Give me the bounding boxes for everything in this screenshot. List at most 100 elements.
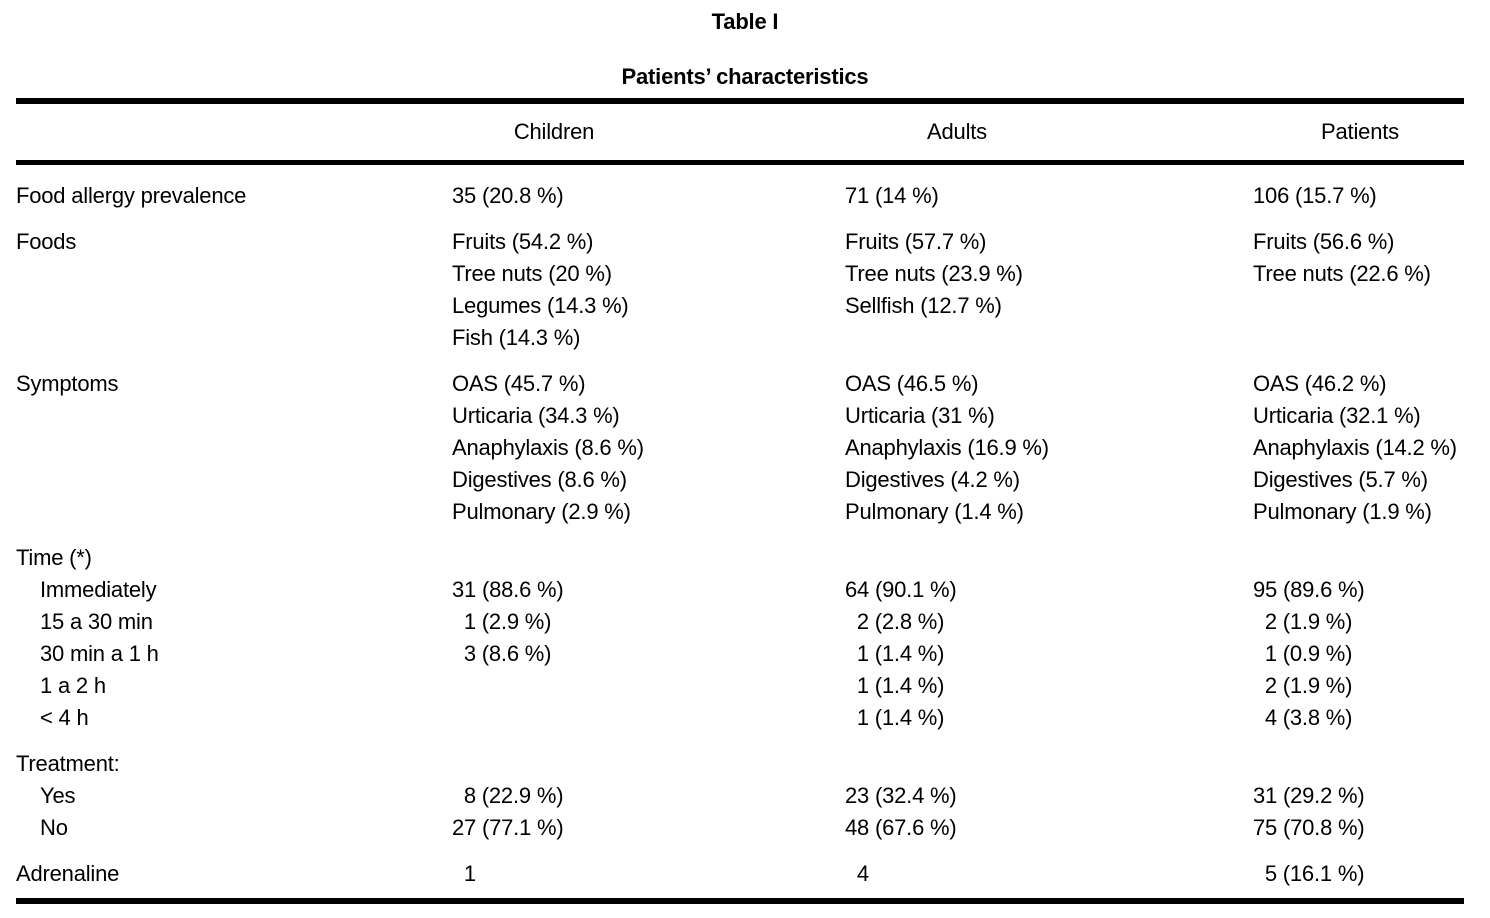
cell-children: 1	[452, 861, 476, 886]
table-row: Fish (14.3 %)	[0, 322, 1490, 354]
row-label: 1 a 2 h	[40, 673, 106, 698]
cell-patients: 106 (15.7 %)	[1253, 183, 1377, 208]
cell-patients: Fruits (56.6 %)	[1253, 229, 1395, 254]
cell-adults	[845, 542, 1253, 574]
top-rule	[16, 98, 1464, 104]
cell-children: Digestives (8.6 %)	[452, 467, 627, 492]
row-label	[16, 258, 452, 290]
cell-adults: Fruits (57.7 %)	[845, 229, 987, 254]
row-label: 30 min a 1 h	[40, 641, 159, 666]
row-label	[16, 496, 452, 528]
cell-children: Fish (14.3 %)	[452, 325, 581, 350]
table-section: Time (*) Immediately 31 (88.6 %) 64 (90.1 %…	[0, 542, 1490, 734]
row-label	[16, 322, 452, 354]
cell-patients: Urticaria (32.1 %)	[1253, 403, 1421, 428]
cell-children: Legumes (14.3 %)	[452, 293, 629, 318]
cell-patients	[1253, 322, 1472, 354]
cell-children: Fruits (54.2 %)	[452, 229, 594, 254]
cell-patients	[1253, 542, 1472, 574]
table-section: Foods Fruits (54.2 %) Fruits (57.7 %) Fruit…	[0, 226, 1490, 354]
table-row: Tree nuts (20 %) Tree nuts (23.9 %) Tree n…	[0, 258, 1490, 290]
table-row: Yes 8 (22.9 %) 23 (32.4 %) 31 (29.2 %)	[0, 780, 1490, 812]
cell-adults: 71 (14 %)	[845, 183, 939, 208]
row-label: Symptoms	[16, 371, 119, 396]
table-section: Adrenaline 1 4 5 (16.1 %)	[0, 858, 1490, 890]
table-row: Symptoms OAS (45.7 %) OAS (46.5 %) OAS (46.…	[0, 368, 1490, 400]
cell-adults: 1 (1.4 %)	[845, 673, 945, 698]
column-header-row: Children Adults Patients	[0, 104, 1490, 160]
table-row: Treatment:	[0, 748, 1490, 780]
cell-patients: Pulmonary (1.9 %)	[1253, 499, 1432, 524]
cell-adults: OAS (46.5 %)	[845, 371, 979, 396]
cell-patients: 75 (70.8 %)	[1253, 815, 1365, 840]
cell-patients: 2 (1.9 %)	[1253, 673, 1353, 698]
cell-patients: 95 (89.6 %)	[1253, 577, 1365, 602]
cell-adults: 1 (1.4 %)	[845, 705, 945, 730]
cell-patients	[1253, 748, 1472, 780]
cell-patients: OAS (46.2 %)	[1253, 371, 1387, 396]
row-label: Immediately	[40, 577, 157, 602]
row-label	[16, 400, 452, 432]
cell-adults: 64 (90.1 %)	[845, 577, 957, 602]
row-label: Foods	[16, 229, 77, 254]
cell-patients: Tree nuts (22.6 %)	[1253, 261, 1431, 286]
cell-adults: 23 (32.4 %)	[845, 783, 957, 808]
row-label: Treatment:	[16, 751, 120, 776]
cell-patients: 2 (1.9 %)	[1253, 609, 1353, 634]
cell-patients: 4 (3.8 %)	[1253, 705, 1353, 730]
cell-patients: 1 (0.9 %)	[1253, 641, 1353, 666]
cell-children: 27 (77.1 %)	[452, 815, 564, 840]
cell-children: Anaphylaxis (8.6 %)	[452, 435, 644, 460]
row-label: Adrenaline	[16, 861, 120, 886]
table-row: No 27 (77.1 %) 48 (67.6 %) 75 (70.8 %)	[0, 812, 1490, 844]
table-section: Food allergy prevalence 35 (20.8 %) 71 (14…	[0, 180, 1490, 212]
table-section: Symptoms OAS (45.7 %) OAS (46.5 %) OAS (46.…	[0, 368, 1490, 528]
column-header-adults: Adults	[927, 119, 987, 144]
cell-adults: Anaphylaxis (16.9 %)	[845, 435, 1049, 460]
row-label: Food allergy prevalence	[16, 183, 247, 208]
cell-children: Tree nuts (20 %)	[452, 261, 612, 286]
cell-adults: Urticaria (31 %)	[845, 403, 995, 428]
header-rule	[16, 160, 1464, 165]
cell-children: 35 (20.8 %)	[452, 183, 564, 208]
table-row: Digestives (8.6 %) Digestives (4.2 %) Dige…	[0, 464, 1490, 496]
table-caption: Patients’ characteristics	[621, 64, 869, 89]
cell-adults: Pulmonary (1.4 %)	[845, 499, 1024, 524]
table-row: 1 a 2 h 1 (1.4 %) 2 (1.9 %)	[0, 670, 1490, 702]
bottom-rule	[16, 898, 1464, 904]
table-row: Anaphylaxis (8.6 %) Anaphylaxis (16.9 %) A…	[0, 432, 1490, 464]
cell-patients: Anaphylaxis (14.2 %)	[1253, 435, 1457, 460]
cell-patients: 5 (16.1 %)	[1253, 861, 1365, 886]
cell-children: OAS (45.7 %)	[452, 371, 586, 396]
cell-children: 31 (88.6 %)	[452, 577, 564, 602]
cell-patients	[1253, 290, 1472, 322]
cell-adults: 4	[845, 861, 869, 886]
cell-children: Urticaria (34.3 %)	[452, 403, 620, 428]
cell-children	[452, 542, 845, 574]
cell-adults: 48 (67.6 %)	[845, 815, 957, 840]
table-row: 30 min a 1 h 3 (8.6 %) 1 (1.4 %) 1 (0.9 …	[0, 638, 1490, 670]
cell-children: 1 (2.9 %)	[452, 609, 552, 634]
table-section: Treatment: Yes 8 (22.9 %) 23 (32.4 %) 31 (2…	[0, 748, 1490, 844]
row-label	[16, 432, 452, 464]
table-row: Adrenaline 1 4 5 (16.1 %)	[0, 858, 1490, 890]
table-row: Pulmonary (2.9 %) Pulmonary (1.4 %) Pulmon…	[0, 496, 1490, 528]
table-row: Immediately 31 (88.6 %) 64 (90.1 %) 95 (89.…	[0, 574, 1490, 606]
row-label	[16, 464, 452, 496]
row-label: No	[40, 815, 68, 840]
table-row: < 4 h 1 (1.4 %) 4 (3.8 %)	[0, 702, 1490, 734]
table-row: Food allergy prevalence 35 (20.8 %) 71 (14…	[0, 180, 1490, 212]
table-number-title: Table I	[711, 9, 779, 34]
row-label	[16, 290, 452, 322]
cell-children	[452, 748, 845, 780]
cell-patients: 31 (29.2 %)	[1253, 783, 1365, 808]
cell-adults	[845, 748, 1253, 780]
table-row: Time (*)	[0, 542, 1490, 574]
cell-children: 8 (22.9 %)	[452, 783, 564, 808]
table-body: Food allergy prevalence 35 (20.8 %) 71 (14…	[0, 180, 1490, 890]
cell-adults	[845, 322, 1253, 354]
cell-adults: Tree nuts (23.9 %)	[845, 261, 1023, 286]
table-row: Foods Fruits (54.2 %) Fruits (57.7 %) Fruit…	[0, 226, 1490, 258]
row-label: Yes	[40, 783, 76, 808]
